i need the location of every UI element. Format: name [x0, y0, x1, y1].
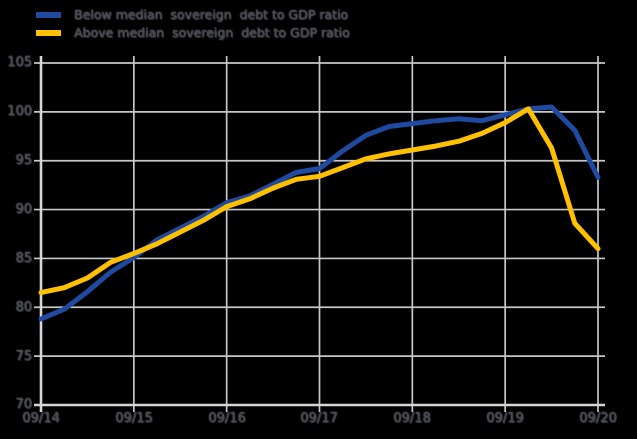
legend-label-above-median: Above median sovereign debt to GDP ratio [74, 25, 350, 40]
x-tick-label-0920: 09/20 [579, 411, 617, 426]
y-tick-label-105: 105 [7, 55, 32, 70]
y-tick-label-75: 75 [15, 349, 32, 364]
legend-label-below-median: Below median sovereign debt to GDP ratio [74, 7, 349, 22]
x-tick-label-0914: 09/14 [22, 411, 60, 426]
y-tick-label-85: 85 [15, 251, 32, 266]
series-line-below-median [38, 104, 601, 322]
y-tick-label-70: 70 [15, 397, 32, 412]
y-tick-label-95: 95 [15, 153, 32, 168]
x-tick-label-0917: 09/17 [300, 411, 338, 426]
y-tick-label-80: 80 [15, 300, 32, 315]
legend-swatch-above-median-icon [36, 30, 61, 36]
series-line-above-median [38, 106, 601, 296]
chart-legend: Below median sovereign debt to GDP ratio… [36, 6, 350, 42]
legend-item-below-median: Below median sovereign debt to GDP ratio [36, 6, 350, 24]
y-tick-label-90: 90 [15, 202, 32, 217]
legend-item-above-median: Above median sovereign debt to GDP ratio [36, 24, 350, 42]
x-tick-label-0916: 09/16 [208, 411, 246, 426]
y-tick-label-100: 100 [7, 104, 32, 119]
x-tick-label-0919: 09/19 [486, 411, 524, 426]
legend-swatch-below-median-icon [36, 12, 61, 18]
x-tick-label-0918: 09/18 [393, 411, 431, 426]
x-tick-label-0915: 09/15 [115, 411, 153, 426]
